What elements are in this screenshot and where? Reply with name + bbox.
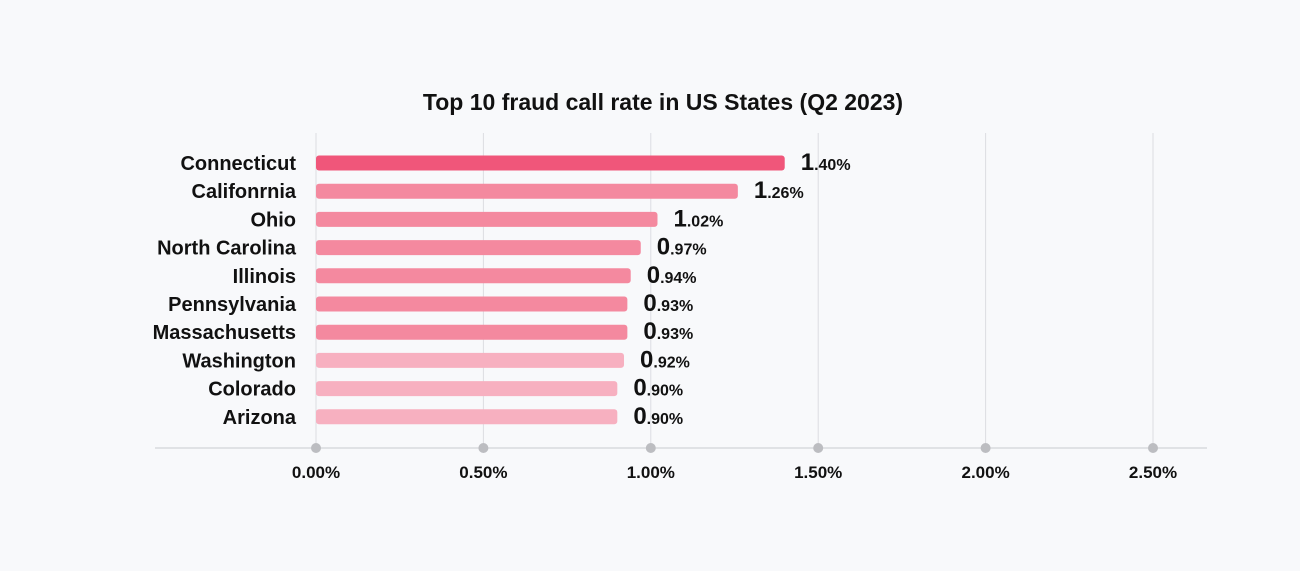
category-label: Massachusetts: [153, 322, 296, 344]
bar: [316, 268, 631, 284]
chart-title: Top 10 fraud call rate in US States (Q2 …: [423, 89, 903, 115]
bar: [316, 324, 628, 340]
category-label: Illinois: [233, 266, 296, 288]
x-tick-marker: [813, 443, 824, 453]
x-tick-label: 2.00%: [961, 463, 1009, 482]
data-label: 0.92%: [640, 346, 690, 373]
x-tick-marker: [645, 443, 656, 453]
data-label: 1.02%: [673, 205, 723, 232]
category-label: Ohio: [250, 209, 296, 231]
bar: [316, 155, 785, 171]
bar: [316, 211, 658, 227]
data-label: 0.93%: [643, 290, 693, 317]
data-label: 1.40%: [801, 149, 851, 176]
data-label: 1.26%: [754, 177, 804, 204]
data-label: 0.94%: [647, 262, 697, 289]
category-label: Arizona: [223, 407, 297, 429]
value-labels: 1.40%1.26%1.02%0.97%0.94%0.93%0.93%0.92%…: [633, 149, 850, 430]
category-label: Colorado: [208, 379, 296, 401]
data-label: 0.90%: [633, 403, 683, 430]
data-label: 0.93%: [643, 318, 693, 345]
x-axis: 0.00% 0.50% 1.00% 1.50% 2.00% 2.50%: [155, 443, 1207, 482]
category-label: Washington: [182, 350, 296, 372]
bar: [316, 183, 738, 199]
x-tick-label: 1.00%: [627, 463, 675, 482]
data-label: 0.90%: [633, 375, 683, 402]
x-tick-marker: [478, 443, 489, 453]
gridlines: [315, 133, 1154, 448]
data-label: 0.97%: [657, 234, 707, 261]
bar: [316, 381, 618, 397]
x-tick-marker: [1148, 443, 1158, 453]
x-tick-marker: [311, 443, 321, 453]
x-tick-label: 0.50%: [459, 463, 507, 482]
x-tick-label: 0.00%: [292, 463, 340, 482]
bar: [316, 409, 618, 425]
category-label: Califonrnia: [192, 181, 297, 203]
bar: [316, 296, 628, 312]
category-label: Connecticut: [180, 153, 296, 175]
category-labels: Connecticut Califonrnia Ohio North Carolina…: [153, 153, 297, 429]
x-tick-label: 1.50%: [794, 463, 842, 482]
category-label: North Carolina: [157, 238, 297, 260]
x-tick-marker: [980, 443, 991, 453]
bar: [316, 240, 641, 256]
bars: [316, 155, 785, 425]
category-label: Pennsylvania: [168, 294, 297, 316]
x-tick-label: 2.50%: [1129, 463, 1177, 482]
bar: [316, 352, 625, 368]
